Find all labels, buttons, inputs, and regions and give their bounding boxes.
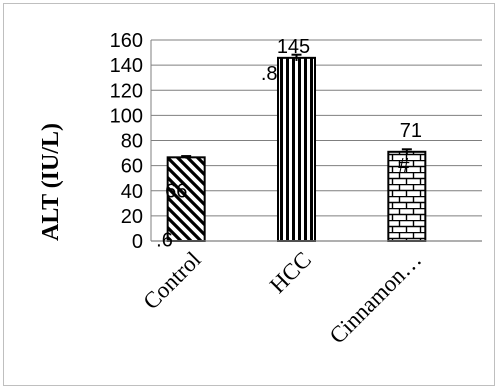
y-tick-label: 0	[132, 231, 143, 253]
x-category-label: Cinnamon…	[325, 247, 427, 349]
x-category-label: Control	[138, 247, 205, 314]
data-label-hcc-decimal: .8	[261, 63, 278, 85]
y-tick-label: 120	[110, 80, 143, 102]
y-tick-label: 100	[110, 105, 143, 127]
y-tick-label: 140	[110, 55, 143, 77]
bar-hcc	[277, 56, 316, 243]
data-label-control-decimal: .6	[156, 229, 173, 251]
y-tick-label: 40	[121, 181, 143, 203]
data-label-cinnamon-significance: #	[398, 155, 410, 177]
y-axis-ticks: 0 20 40 60 80 100 120 140 160	[110, 30, 143, 253]
y-tick-label: 160	[110, 30, 143, 52]
bars	[166, 53, 427, 243]
chart-frame: ALT (IU/L) 0 20 40 60 80 100 120 140 160 Control…	[3, 3, 495, 386]
grid-lines	[151, 39, 482, 217]
data-label-cinnamon: 71	[400, 120, 422, 142]
data-label-hcc: 145	[277, 36, 310, 58]
y-tick-label: 80	[121, 131, 143, 153]
x-category-label: HCC	[265, 247, 316, 298]
bar-chart: ALT (IU/L) 0 20 40 60 80 100 120 140 160 Control…	[38, 30, 482, 349]
axes	[150, 40, 482, 242]
data-labels: 66 .6 145 .8 71 #	[156, 36, 422, 251]
y-tick-label: 60	[121, 156, 143, 178]
category-labels: Control HCC Cinnamon…	[138, 247, 426, 349]
data-label-control: 66	[165, 180, 187, 202]
y-tick-label: 20	[121, 206, 143, 228]
y-axis-title: ALT (IU/L)	[38, 123, 64, 241]
bar-control	[166, 156, 206, 243]
